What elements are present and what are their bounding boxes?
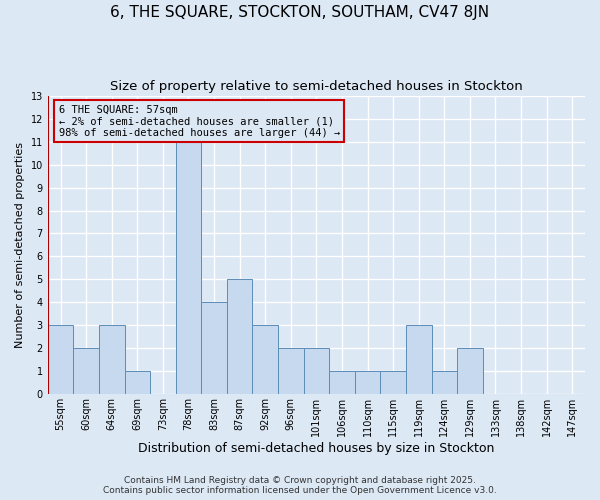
Bar	[176, 142, 201, 394]
Bar	[304, 348, 329, 395]
Bar	[329, 372, 355, 394]
Bar	[253, 326, 278, 394]
Bar	[380, 372, 406, 394]
X-axis label: Distribution of semi-detached houses by size in Stockton: Distribution of semi-detached houses by …	[138, 442, 494, 455]
Bar	[73, 348, 99, 395]
Text: 6, THE SQUARE, STOCKTON, SOUTHAM, CV47 8JN: 6, THE SQUARE, STOCKTON, SOUTHAM, CV47 8…	[110, 5, 490, 20]
Text: Contains HM Land Registry data © Crown copyright and database right 2025.
Contai: Contains HM Land Registry data © Crown c…	[103, 476, 497, 495]
Text: 6 THE SQUARE: 57sqm
← 2% of semi-detached houses are smaller (1)
98% of semi-det: 6 THE SQUARE: 57sqm ← 2% of semi-detache…	[59, 104, 340, 138]
Bar	[355, 372, 380, 394]
Bar	[99, 326, 125, 394]
Bar	[201, 302, 227, 394]
Bar	[457, 348, 482, 395]
Bar	[431, 372, 457, 394]
Bar	[406, 326, 431, 394]
Bar	[278, 348, 304, 395]
Title: Size of property relative to semi-detached houses in Stockton: Size of property relative to semi-detach…	[110, 80, 523, 93]
Bar	[48, 326, 73, 394]
Bar	[227, 280, 253, 394]
Bar	[125, 372, 150, 394]
Y-axis label: Number of semi-detached properties: Number of semi-detached properties	[15, 142, 25, 348]
